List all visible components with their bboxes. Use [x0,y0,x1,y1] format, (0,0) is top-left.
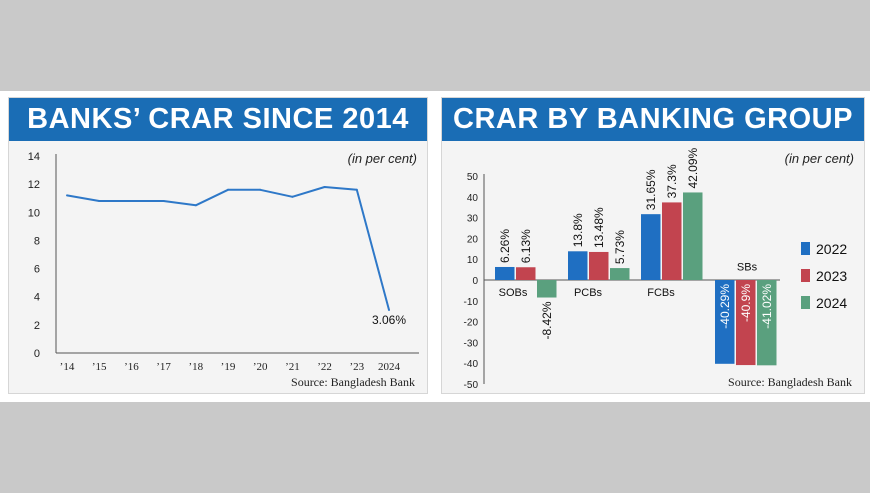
crar-data-point [323,185,326,188]
bar-value-label: 13.8% [571,213,585,247]
bar-value-label: 13.48% [592,207,606,248]
y-tick-label: 10 [28,207,40,219]
bar-y-tick-label: -50 [464,380,479,391]
right-source-note: Source: Bangladesh Bank [728,375,852,389]
y-tick-label: 14 [28,151,40,163]
bar-sobs-2023 [516,267,536,280]
x-tick-label: 2024 [378,361,401,373]
x-tick-label: ’15 [92,361,107,373]
bar-value-label: 6.13% [519,229,533,263]
legend-item-2024: 2024 [801,289,847,316]
bar-sbs-2024 [757,280,777,366]
crar-data-point [130,200,133,203]
x-tick-label: ’23 [349,361,364,373]
bar-value-label: 42.09% [686,147,700,188]
crar-group-panel: CRAR BY BANKING GROUP -50 -40 -30 -20 -10 0 10… [441,97,865,394]
y-tick-label: 12 [28,179,40,191]
bar-pcbs-2022 [568,251,588,280]
legend-swatch-2024 [801,296,810,309]
legend-item-2023: 2023 [801,262,847,289]
bar-y-tick-label: -20 [464,318,479,329]
right-unit-note: (in per cent) [784,151,854,166]
crar-data-point [388,308,390,311]
bar-y-tick-label: 0 [472,276,478,287]
x-tick-label: ’22 [317,361,332,373]
crar-line-chart: 0 2 4 6 8 10 12 14 ’14 ’15 ’16 ’17 ’18 ’19 ’20 ’21 ’22 ’2… [28,151,419,373]
crar-bar-chart: -50 -40 -30 -20 -10 0 10 20 30 40 50 6.26% 6.13% -8.4… [464,147,780,391]
bar-pcbs-2024 [610,268,630,280]
bar-y-tick-label: 20 [467,234,479,245]
left-source-note: Source: Bangladesh Bank [291,375,415,389]
legend-label-2024: 2024 [816,294,848,311]
y-tick-label: 8 [34,235,40,247]
category-label-sobs: SOBs [499,287,528,299]
crar-series-line [66,186,390,311]
bar-fcbs-2022 [641,214,661,280]
crar-data-point [227,188,229,191]
bar-value-label: 37.3% [665,164,679,198]
bar-value-label: 31.65% [644,169,658,210]
x-tick-label: ’17 [156,361,171,373]
category-label-sbs: SBs [737,262,758,274]
bar-fcbs-2024 [683,192,703,280]
bar-sobs-2024 [537,280,557,298]
legend-label-2022: 2022 [816,240,848,257]
legend-swatch-2022 [801,242,810,255]
crar-data-point [98,200,101,203]
bar-y-tick-label: -40 [464,359,479,370]
legend-swatch-2023 [801,269,810,282]
x-tick-label: ’16 [124,361,139,373]
crar-data-point [162,200,165,203]
crar-data-point [66,194,68,197]
bar-value-label: 6.26% [498,229,512,263]
x-tick-label: ’19 [221,361,236,373]
legend-item-2022: 2022 [801,235,847,262]
y-tick-label: 6 [34,264,40,276]
bar-y-tick-label: 50 [467,172,479,183]
category-label-fcbs: FCBs [647,287,675,299]
crar-data-point [259,188,262,191]
bar-value-label: -40.9% [739,284,753,322]
x-tick-label: ’20 [253,361,268,373]
bar-y-tick-label: -10 [464,297,479,308]
crar-trend-panel: BANKS’ CRAR SINCE 2014 0 2 4 6 8 10 12 14 ’14 ’15… [8,97,428,394]
bar-y-tick-label: 10 [467,255,479,266]
bar-pcbs-2023 [589,251,609,280]
crar-data-point [291,195,294,198]
bar-sbs-2023 [736,280,756,366]
data-label-2024: 3.06% [372,313,406,327]
bar-fcbs-2023 [662,202,682,280]
legend-label-2023: 2023 [816,267,848,284]
x-tick-label: ’14 [60,361,75,373]
left-unit-note: (in per cent) [347,151,417,166]
bar-sbs-2022 [715,280,735,364]
crar-data-point [194,204,197,207]
category-label-pcbs: PCBs [574,287,603,299]
bar-value-label: -8.42% [540,301,554,339]
bar-y-tick-label: 30 [467,214,479,225]
y-tick-label: 0 [34,348,40,360]
bar-value-label: -41.02% [760,284,774,329]
crar-data-point [355,188,358,191]
x-tick-label: ’21 [285,361,300,373]
bar-value-label: -40.29% [718,284,732,329]
bar-y-tick-label: 40 [467,193,479,204]
bar-value-label: 5.73% [613,230,627,264]
left-chart-title: BANKS’ CRAR SINCE 2014 [9,98,427,141]
y-tick-label: 4 [34,292,40,304]
bar-y-tick-label: -30 [464,338,479,349]
bar-chart-legend: 2022 2023 2024 [801,235,847,316]
x-tick-label: ’18 [188,361,203,373]
y-tick-label: 2 [34,320,40,332]
bar-sobs-2022 [495,266,515,280]
right-chart-title: CRAR BY BANKING GROUP [442,98,864,141]
